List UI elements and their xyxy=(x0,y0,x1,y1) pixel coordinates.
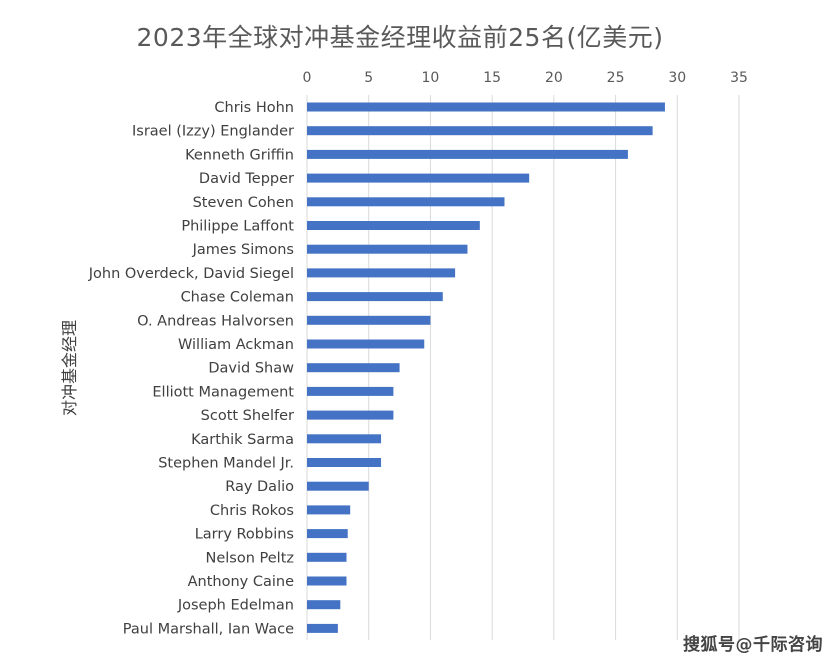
x-tick-label: 5 xyxy=(364,70,373,86)
x-tick-label: 15 xyxy=(483,70,501,86)
category-label: Larry Robbins xyxy=(195,527,294,543)
bar xyxy=(307,268,456,278)
bar xyxy=(307,410,394,420)
bar xyxy=(307,102,665,112)
watermark-text: 搜狐号@千际咨询 xyxy=(683,635,823,655)
category-label: Israel (Izzy) Englander xyxy=(132,124,294,140)
category-label: O. Andreas Halvorsen xyxy=(137,313,294,329)
category-label: Ray Dalio xyxy=(225,479,294,495)
category-label: Chris Hohn xyxy=(214,100,294,116)
category-label: William Ackman xyxy=(178,337,294,353)
bar xyxy=(307,244,468,254)
bar xyxy=(307,434,382,444)
x-tick-label: 10 xyxy=(422,70,440,86)
category-label: Kenneth Griffin xyxy=(185,147,294,163)
category-label: Paul Marshall, Ian Wace xyxy=(123,621,294,637)
category-label: Elliott Management xyxy=(152,384,294,400)
category-label: Scott Shelfer xyxy=(201,408,294,424)
category-label: John Overdeck, David Siegel xyxy=(88,266,294,282)
bar xyxy=(307,363,400,373)
category-label: David Shaw xyxy=(208,361,294,377)
bar xyxy=(307,292,443,302)
bar xyxy=(307,221,480,230)
category-label: Philippe Laffont xyxy=(181,219,294,235)
category-label: Karthik Sarma xyxy=(191,432,294,448)
bar xyxy=(307,197,505,207)
category-label: Stephen Mandel Jr. xyxy=(158,456,294,472)
category-label: David Tepper xyxy=(199,171,294,187)
category-label: Anthony Caine xyxy=(188,574,294,590)
bar xyxy=(307,458,382,467)
bar xyxy=(307,576,347,586)
bar xyxy=(307,481,369,491)
bar xyxy=(307,126,653,136)
x-axis-ticks: 0 5 10 15 20 25 30 35 xyxy=(303,70,748,86)
bar xyxy=(307,552,347,562)
category-label: Chris Rokos xyxy=(210,503,294,519)
bar xyxy=(307,339,425,349)
bar xyxy=(307,315,431,325)
bars xyxy=(307,102,665,633)
category-label: James Simons xyxy=(192,242,294,258)
x-tick-label: 30 xyxy=(668,70,686,86)
chart-title: 2023年全球对冲基金经理收益前25名(亿美元) xyxy=(136,23,664,52)
category-label: Chase Coleman xyxy=(181,290,294,306)
bar xyxy=(307,529,348,539)
x-tick-label: 20 xyxy=(545,70,563,86)
bar xyxy=(307,623,338,633)
x-tick-label: 35 xyxy=(730,70,748,86)
bar xyxy=(307,173,530,183)
bar xyxy=(307,149,628,159)
bar xyxy=(307,600,341,610)
category-label: Steven Cohen xyxy=(193,195,294,211)
x-tick-label: 0 xyxy=(303,70,312,86)
category-label: Joseph Edelman xyxy=(177,598,294,614)
category-label: Nelson Peltz xyxy=(206,550,295,566)
bar xyxy=(307,386,394,396)
category-labels: Chris Hohn Israel (Izzy) Englander Kenneth… xyxy=(88,100,295,637)
bar xyxy=(307,505,351,515)
x-tick-label: 25 xyxy=(607,70,625,86)
